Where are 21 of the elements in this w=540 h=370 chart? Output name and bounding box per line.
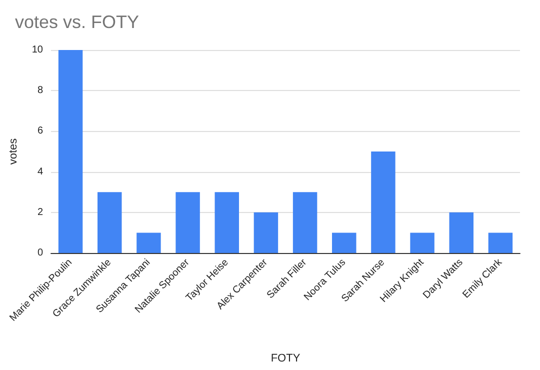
- bar: [488, 232, 513, 253]
- bar: [58, 50, 83, 253]
- y-tick-label: 0: [37, 248, 44, 258]
- bar: [332, 232, 356, 253]
- bar: [254, 212, 278, 253]
- y-tick-label: 4: [37, 166, 44, 178]
- bar: [371, 152, 396, 253]
- bar: [214, 192, 239, 253]
- bar: [136, 232, 161, 253]
- y-tick-label: 10: [32, 44, 44, 56]
- bar: [176, 192, 200, 253]
- y-axis-title: votes: [8, 138, 20, 165]
- y-tick-label: 2: [37, 206, 44, 218]
- y-tick-label: 6: [37, 126, 44, 137]
- bar: [410, 232, 434, 253]
- x-axis-title: FOTY: [270, 352, 301, 364]
- bar: [292, 192, 318, 253]
- bar: [449, 212, 474, 253]
- chart-title: votes vs. FOTY: [15, 12, 140, 32]
- bar: [98, 192, 122, 253]
- y-tick-label: 8: [37, 85, 44, 96]
